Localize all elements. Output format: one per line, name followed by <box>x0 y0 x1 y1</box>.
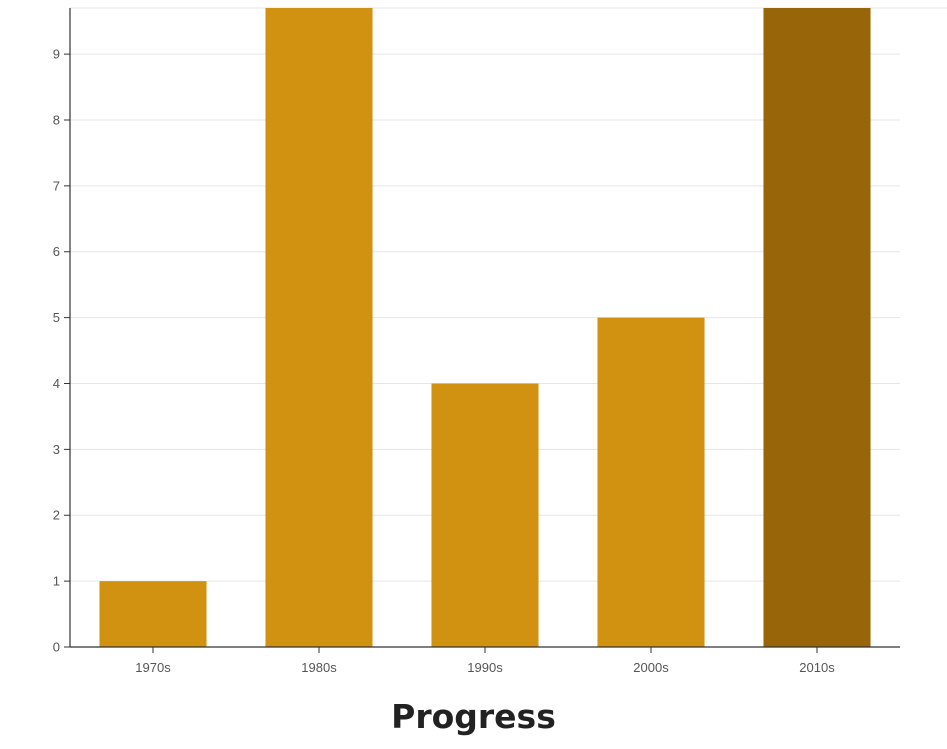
y-tick-label: 3 <box>53 442 60 457</box>
y-tick-label: 0 <box>53 640 60 655</box>
y-tick-labels: 0 1 2 3 4 5 6 7 8 9 <box>53 47 60 655</box>
y-tick-label: 4 <box>53 376 60 391</box>
x-tick-labels: 1970s 1980s 1990s 2000s 2010s <box>135 660 835 675</box>
y-tick-label: 2 <box>53 508 60 523</box>
bar-2000s <box>597 317 705 647</box>
y-tick-label: 6 <box>53 244 60 259</box>
bar-1980s <box>265 8 373 647</box>
x-tick-label: 1980s <box>301 660 337 675</box>
x-tick-label: 2000s <box>633 660 669 675</box>
bar-1990s <box>431 383 539 647</box>
y-tick-label: 1 <box>53 574 60 589</box>
x-tick-label: 1970s <box>135 660 171 675</box>
x-tick-label: 2010s <box>799 660 835 675</box>
y-tick-label: 9 <box>53 47 60 62</box>
axes <box>64 8 900 653</box>
y-tick-label: 5 <box>53 310 60 325</box>
bars <box>99 8 871 647</box>
x-tick-label: 1990s <box>467 660 503 675</box>
bar-2010s <box>763 8 871 647</box>
bar-1970s <box>99 581 207 647</box>
chart-title: Progress <box>391 697 556 736</box>
y-tick-label: 8 <box>53 112 60 127</box>
bar-chart: 0 1 2 3 4 5 6 7 8 9 1970s 1980s 1990s 2000s 2010s <box>53 7 947 675</box>
y-tick-label: 7 <box>53 178 60 193</box>
